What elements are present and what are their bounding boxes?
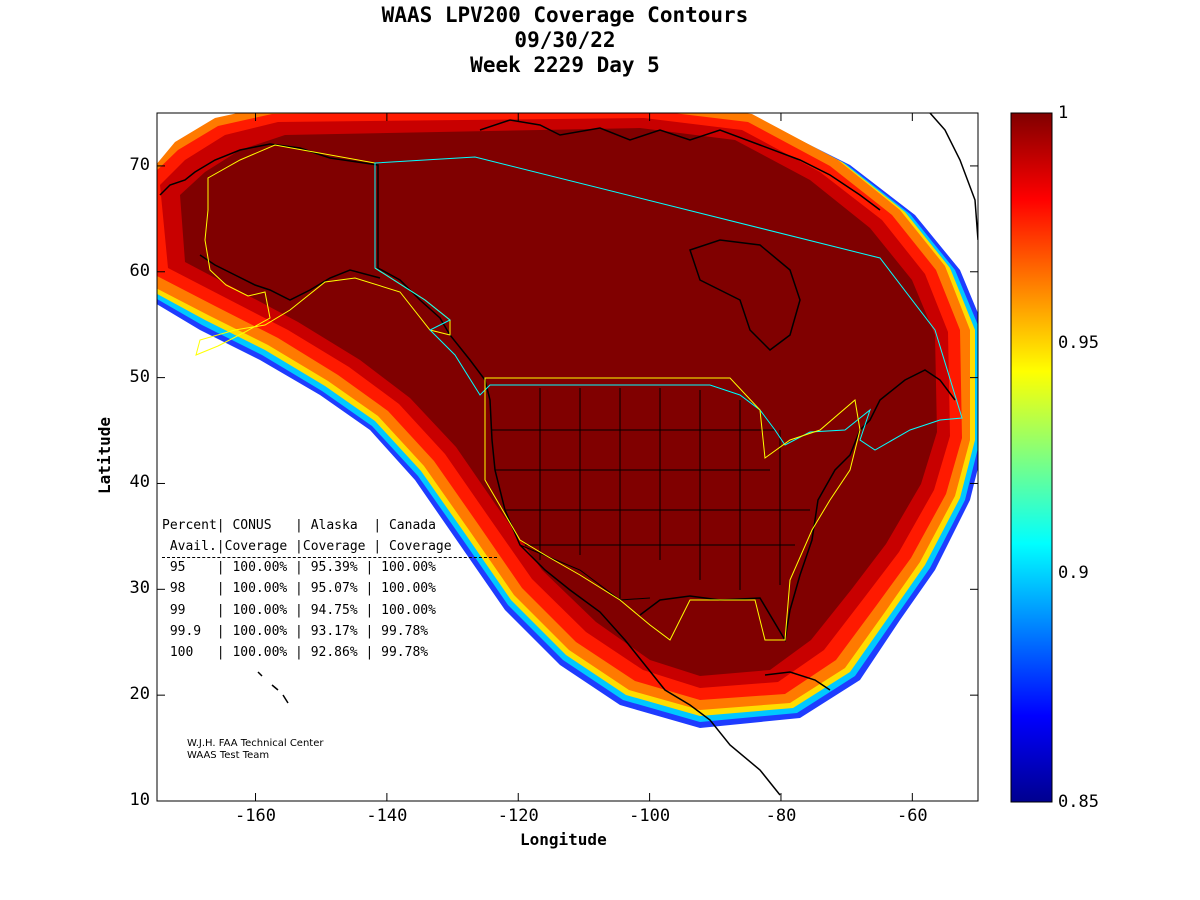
x-tick-label: -60 (896, 806, 928, 826)
coverage-table-divider (162, 557, 497, 558)
coverage-table-row: 95 | 100.00% | 95.39% | 100.00% (162, 560, 436, 575)
service-boundaries (195, 144, 963, 641)
plot-area (156, 112, 979, 802)
coastline-arctic (479, 119, 881, 211)
y-tick-label: 40 (129, 472, 150, 493)
y-tick-label: 30 (129, 578, 150, 599)
state-grid (492, 388, 810, 600)
coastline-alaska (159, 143, 451, 336)
x-tick-label: -120 (497, 806, 539, 826)
coverage-table-header-2: Avail.|Coverage |Coverage | Coverage (162, 539, 452, 554)
colorbar-tick-label: 1 (1058, 103, 1069, 123)
chart-title-line-3: Week 2229 Day 5 (470, 53, 660, 77)
colorbar-tick-label: 0.85 (1058, 792, 1099, 812)
coastline-hawaii (257, 671, 289, 704)
y-tick-label: 10 (129, 790, 150, 810)
x-tick-label: -140 (366, 806, 408, 826)
axis-ticks (157, 113, 978, 802)
y-tick-label: 50 (129, 366, 150, 387)
colorbar-tick-label: 0.95 (1058, 333, 1099, 353)
y-tick-label: 60 (129, 260, 150, 281)
contour-full-coverage (180, 128, 937, 676)
coverage-table-row: 99 | 100.00% | 94.75% | 100.00% (162, 602, 436, 618)
x-tick-label: -80 (765, 806, 797, 826)
colorbar-gradient (1010, 112, 1053, 803)
coastline-cuba (764, 671, 831, 691)
coverage-contours (157, 113, 978, 728)
y-tick-label: 70 (129, 154, 150, 175)
boundary-canada (374, 156, 963, 451)
boundary-conus (484, 377, 861, 641)
coastline-alaska-south (199, 254, 381, 301)
x-tick-label: -160 (235, 806, 276, 826)
y-tick-label: 20 (129, 684, 150, 705)
coastline-greenland (929, 113, 978, 241)
colorbar-tick-label: 0.9 (1058, 563, 1089, 583)
coverage-table-row: 100 | 100.00% | 92.86% | 99.78% (162, 645, 429, 661)
colorbar (1010, 112, 1053, 803)
coverage-table-row: 99.9 | 100.00% | 93.17% | 99.78% (162, 623, 429, 639)
x-axis-label: Longitude (520, 830, 607, 849)
coverage-table-row: 98 | 100.00% | 95.07% | 100.00% (162, 581, 436, 597)
x-tick-label: -100 (629, 806, 671, 826)
chart-title-line-2: 09/30/22 (514, 28, 616, 52)
chart-title-line-1: WAAS LPV200 Coverage Contours (381, 3, 749, 27)
credit-line-1: W.J.H. FAA Technical Center (187, 738, 324, 749)
credit-line-2: WAAS Test Team (187, 750, 270, 761)
coverage-table-header-1: Percent| CONUS | Alaska | Canada (162, 518, 436, 533)
coastline-hudson-bay (689, 239, 801, 351)
plot-frame (156, 112, 979, 802)
coastline-pacific (449, 334, 781, 796)
